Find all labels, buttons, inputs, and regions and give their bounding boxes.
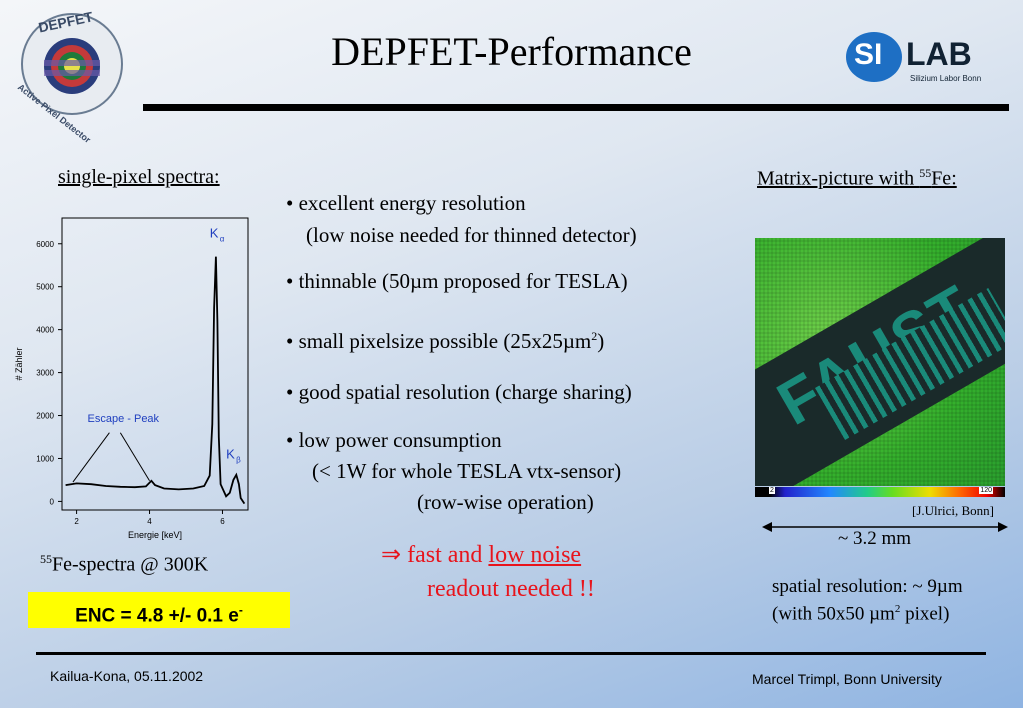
conclusion-line-2: readout needed !! <box>427 576 595 602</box>
y-tick-label: 1000 <box>36 454 54 463</box>
matrix-heading: Matrix-picture with 55Fe: <box>757 166 957 191</box>
silab-logo: SI LAB Silizium Labor Bonn <box>846 30 996 86</box>
silab-subtitle: Silizium Labor Bonn <box>910 74 982 83</box>
caption-text: Fe-spectra @ 300K <box>52 553 209 576</box>
resolution-line-2-pre: (with 50x50 µm <box>772 603 895 625</box>
bullet-1: • excellent energy resolution <box>286 191 526 215</box>
bullet-5-detail-1: (< 1W for whole TESLA vtx-sensor) <box>312 459 622 483</box>
y-tick-label: 2000 <box>36 412 54 421</box>
spectra-heading: single-pixel spectra: <box>58 166 220 188</box>
escape-pointer-right <box>119 432 150 482</box>
colorbar-min: 2 <box>769 487 775 494</box>
image-credit: [J.Ulrici, Bonn] <box>912 503 994 518</box>
title-divider <box>143 104 1009 111</box>
k-beta-label: K <box>226 446 235 461</box>
spectrum-chart: 0 1000 2000 3000 4000 5000 6000 2 4 6 Energie [keV… <box>0 210 260 540</box>
k-beta-sub: β <box>236 455 241 464</box>
scale-label: ~ 3.2 mm <box>838 528 912 549</box>
enc-box: ENC = 4.8 +/- 0.1 e- <box>28 592 290 628</box>
bullet-4: • good spatial resolution (charge sharin… <box>286 380 632 404</box>
bullet-3: • small pixelsize possible (25x25µm2) <box>286 323 604 354</box>
matrix-heading-text: Matrix-picture with <box>757 167 920 190</box>
resolution-line-2: (with 50x50 µm2 pixel) <box>772 603 949 625</box>
y-axis-label: # Zähler <box>14 347 24 380</box>
escape-pointer-left <box>72 432 110 483</box>
bullet-3-text: • small pixelsize possible (25x25µm <box>286 329 592 353</box>
bullet-5: • low power consumption <box>286 428 502 452</box>
y-tick-label: 3000 <box>36 369 54 378</box>
footer-author: Marcel Trimpl, Bonn University <box>752 671 942 687</box>
matrix-heading-tail: Fe: <box>931 167 957 190</box>
k-alpha-label: K <box>210 225 219 240</box>
x-tick-label: 2 <box>74 517 79 526</box>
x-tick-label: 4 <box>147 517 152 526</box>
depfet-logo: DEPFET Active Pixel Detector <box>14 8 132 145</box>
silab-si-text: SI <box>854 38 883 71</box>
escape-peak-label: Escape - Peak <box>88 413 160 425</box>
resolution-line-2-sup: 2 <box>894 603 901 615</box>
scale-arrow <box>762 520 1008 534</box>
plot-frame <box>61 217 249 511</box>
colorbar: 2 120 <box>755 487 1005 497</box>
spectrum-caption: 55Fe-spectra @ 300K <box>40 552 208 577</box>
x-axis-label: Energie [keV] <box>128 530 182 540</box>
bullet-5-detail-2: (row-wise operation) <box>417 490 594 514</box>
bullet-3-sup: 2 <box>591 329 598 343</box>
spectrum-chart-svg: 0 1000 2000 3000 4000 5000 6000 2 4 6 Energie [keV… <box>14 217 249 540</box>
footer-divider <box>36 652 986 655</box>
bullet-3-tail: ) <box>597 329 605 353</box>
y-tick-label: 4000 <box>36 326 54 335</box>
footer-location-date: Kailua-Kona, 05.11.2002 <box>50 668 204 684</box>
y-tick-label: 5000 <box>36 283 54 292</box>
y-tick-label: 6000 <box>36 240 54 249</box>
silab-si-badge <box>846 32 902 82</box>
conclusion-line-1: ⇒ fast and low noise <box>381 540 581 569</box>
silab-lab-text: LAB <box>906 36 972 72</box>
page-title: DEPFET-Performance <box>331 29 692 74</box>
conclusion-underline: low noise <box>488 542 582 568</box>
matrix-picture: FAUST <box>755 238 1005 486</box>
caption-isotope-sup: 55 <box>40 552 52 566</box>
k-alpha-sub: α <box>220 234 225 243</box>
x-tick-label: 6 <box>220 517 225 526</box>
resolution-line-2-tail: pixel) <box>900 603 950 625</box>
conclusion-pre: ⇒ fast and <box>381 542 489 568</box>
colorbar-max: 120 <box>979 487 993 494</box>
resolution-line-1: spatial resolution: ~ 9µm <box>772 576 963 597</box>
bullet-2: • thinnable (50µm proposed for TESLA) <box>286 269 628 293</box>
spectrum-line <box>65 256 246 505</box>
enc-text: ENC = 4.8 +/- 0.1 e <box>75 605 239 627</box>
bullet-1-detail: (low noise needed for thinned detector) <box>306 223 637 247</box>
enc-sup: - <box>238 603 243 617</box>
y-tick-label: 0 <box>50 497 55 506</box>
matrix-heading-sup: 55 <box>919 166 932 180</box>
